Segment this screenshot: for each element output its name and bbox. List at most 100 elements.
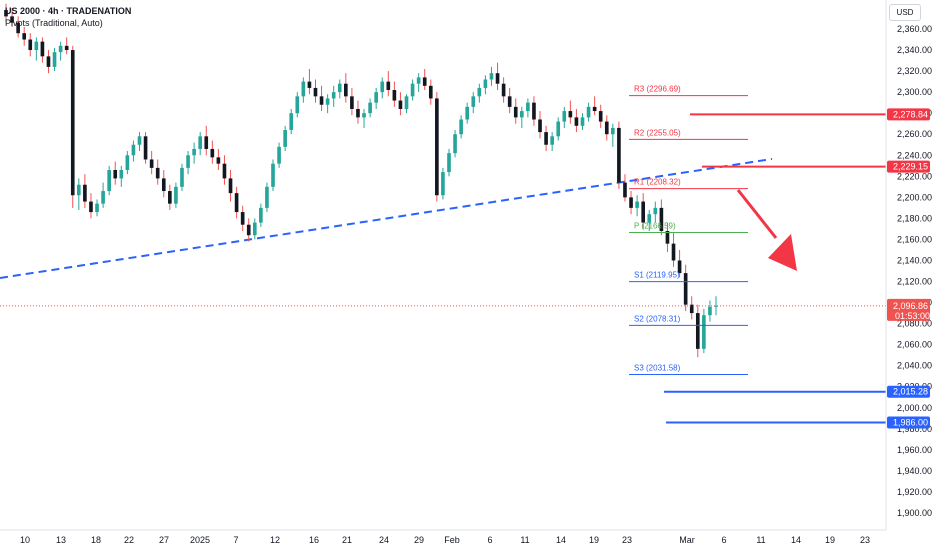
x-tick-label: Feb [444, 535, 460, 545]
candle-body [265, 186, 269, 208]
candle-body [131, 144, 136, 156]
candle-body [295, 96, 300, 114]
candle-body [695, 313, 700, 349]
candle-body [483, 79, 488, 88]
countdown-label: 01:53:00 [895, 311, 930, 321]
y-tick-label: 2,320.00 [897, 66, 932, 76]
candle-body [501, 83, 506, 97]
candle-body [174, 186, 178, 204]
symbol-title[interactable]: US 2000 · 4h · TRADENATION [5, 6, 132, 16]
candle-body [416, 77, 421, 84]
candle-body [344, 83, 348, 97]
candle-body [538, 119, 542, 133]
y-tick-label: 2,160.00 [897, 234, 932, 244]
indicator-label[interactable]: Pivots (Traditional, Auto) [5, 18, 103, 28]
candle-body [83, 184, 87, 202]
x-tick-label: 21 [342, 535, 352, 545]
candle-body [149, 159, 154, 168]
currency-label[interactable]: USD [889, 4, 921, 21]
candle-body [708, 306, 712, 316]
candle-body [246, 224, 251, 236]
candle-body [410, 83, 415, 97]
candle-body [677, 260, 682, 274]
y-tick-label: 2,260.00 [897, 129, 932, 139]
candle-body [532, 102, 536, 120]
candle-body [683, 273, 688, 305]
candle-body [526, 102, 530, 112]
x-tick-label: 19 [589, 535, 599, 545]
candle-body [313, 87, 318, 97]
candle-body [216, 157, 221, 164]
y-tick-label: 1,920.00 [897, 487, 932, 497]
x-tick-label: 11 [756, 535, 765, 545]
candle-body [228, 178, 233, 194]
candle-body [471, 96, 476, 107]
chart-legend: US 2000 · 4h · TRADENATION Pivots (Tradi… [5, 5, 131, 29]
candle-body [277, 146, 281, 164]
candle-body [28, 39, 33, 51]
pivot-label: S3 (2031.58) [634, 364, 681, 373]
level-badge-label: 2,229.15 [893, 162, 928, 172]
y-tick-label: 1,940.00 [897, 466, 932, 476]
candle-body [101, 191, 105, 204]
trendline[interactable] [0, 158, 773, 279]
y-tick-label: 2,300.00 [897, 87, 932, 97]
y-tick-label: 2,220.00 [897, 171, 932, 181]
x-tick-label: 23 [622, 535, 632, 545]
y-tick-label: 2,120.00 [897, 277, 932, 287]
candle-body [368, 102, 372, 114]
candle-body [507, 96, 512, 107]
pivot-label: S2 (2078.31) [634, 314, 681, 323]
x-tick-label: 16 [309, 535, 319, 545]
candle-body [289, 113, 294, 131]
horizontal-levels[interactable] [664, 113, 886, 424]
candle-body [113, 169, 118, 179]
candle-body [325, 98, 330, 105]
candle-body [168, 191, 172, 204]
x-tick-label: 23 [860, 535, 870, 545]
x-tick-label: 29 [414, 535, 424, 545]
candle-body [125, 155, 130, 170]
x-tick-label: 27 [159, 535, 169, 545]
price-axis-bg [886, 0, 932, 550]
x-tick-label: 13 [56, 535, 66, 545]
candle-body [40, 41, 45, 57]
candle-body [398, 100, 403, 109]
candle-body [465, 106, 470, 120]
candle-body [307, 81, 312, 88]
time-axis[interactable]: 10 13 18 22 27 2025 7 12 16 21 24 29 Feb 6 11 14 19 23 Mar… [20, 535, 870, 545]
y-tick-label: 2,360.00 [897, 24, 932, 34]
candle-body [556, 121, 561, 137]
candle-body [617, 127, 621, 183]
candle-body [714, 305, 718, 307]
candle-body [665, 231, 670, 244]
candle-body [447, 153, 451, 173]
candle-body [623, 182, 627, 198]
x-tick-label: 24 [379, 535, 389, 545]
candle-body [192, 148, 196, 156]
candle-body [489, 73, 494, 80]
candle-body [77, 184, 81, 196]
candle-body [89, 201, 93, 213]
candle-body [210, 148, 215, 158]
candle-body [180, 167, 184, 187]
candle-body [441, 172, 445, 196]
candle-body [198, 136, 203, 149]
level-badge-label: 2,278.84 [893, 109, 928, 119]
y-tick-label: 1,980.00 [897, 424, 932, 434]
candle-body [155, 167, 160, 179]
candle-body [513, 106, 518, 118]
candle-body [362, 113, 366, 118]
pivot-label: R3 (2296.69) [634, 85, 681, 94]
candle-body [659, 207, 664, 232]
x-tick-label: 7 [233, 535, 238, 545]
pivot-label: S1 (2119.95) [634, 271, 680, 280]
down-arrow-icon [736, 189, 797, 271]
x-tick-label: 11 [520, 535, 529, 545]
y-tick-label: 2,000.00 [897, 403, 932, 413]
trendline-segment [0, 158, 773, 279]
level-badge [887, 108, 930, 121]
arrow-shaft [736, 189, 778, 239]
candle-body [550, 136, 554, 145]
